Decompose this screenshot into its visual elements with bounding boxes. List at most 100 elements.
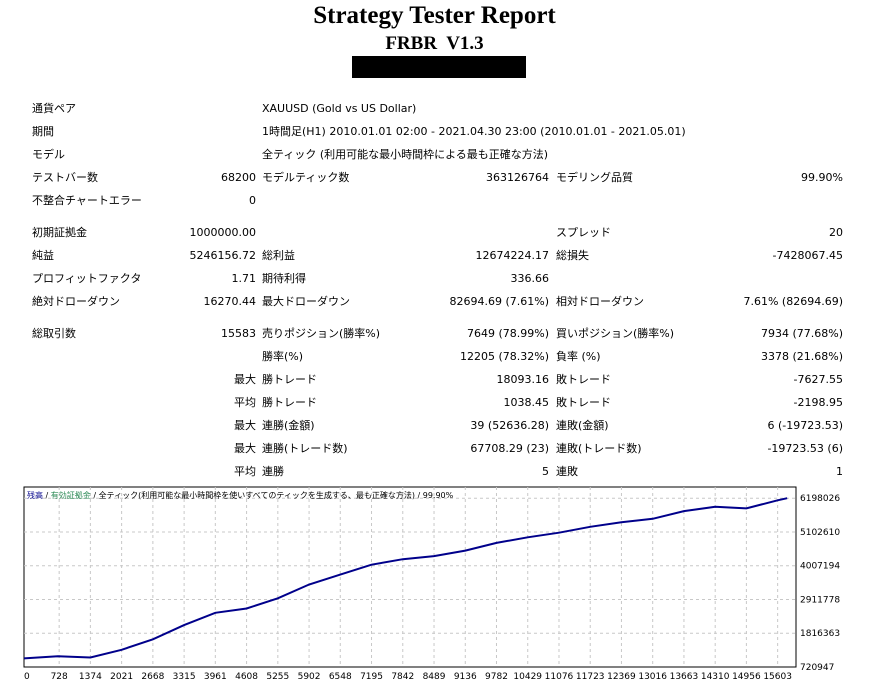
x-tick-label: 2668 <box>141 672 164 682</box>
x-tick-label: 10429 <box>513 672 542 682</box>
legend-equity: 有効証拠金 <box>51 490 91 500</box>
spread-label: スプレッド <box>556 226 611 239</box>
max-consec-loss-label: 連敗(トレード数) <box>556 442 642 455</box>
max-consec-loss-value: -19723.53 (6) <box>767 442 843 455</box>
y-axis-labels: 720947 1816363 2911778 4007194 5102610 619802… <box>800 494 840 673</box>
max-drawdown-value: 82694.69 (7.61%) <box>449 295 549 308</box>
chart-plot-area <box>23 486 797 668</box>
y-tick-label: 6198026 <box>800 494 840 504</box>
x-tick-label: 728 <box>51 672 68 682</box>
report-title: Strategy Tester Report <box>313 2 556 29</box>
x-tick-label: 15603 <box>763 672 792 682</box>
ticks-value: 363126764 <box>486 171 549 184</box>
errors-label: 不整合チャートエラー <box>32 194 142 207</box>
x-axis-labels: 0 728 1374 2021 2668 3315 3961 4608 5255 5902 6548… <box>24 672 792 682</box>
max-consecutive-label: 最大 <box>234 419 256 432</box>
largest-loss-label: 敗トレード <box>556 373 611 386</box>
x-tick-label: 9136 <box>454 672 477 682</box>
total-trades-value: 15583 <box>221 327 256 340</box>
period-label: 期間 <box>32 125 54 138</box>
max-consec-wins-value: 39 (52636.28) <box>470 419 549 432</box>
largest-win-value: 18093.16 <box>496 373 550 386</box>
gross-loss-label: 総損失 <box>556 249 589 262</box>
avg-win-label: 勝トレード <box>262 396 317 409</box>
report-subtitle: FRBR V1.3 <box>385 33 484 54</box>
avg-loss-label: 敗トレード <box>556 396 611 409</box>
largest-win-label: 勝トレード <box>262 373 317 386</box>
avg-loss-value: -2198.95 <box>793 396 843 409</box>
profit-factor-label: プロフィットファクタ <box>32 272 142 285</box>
short-positions-label: 売りポジション(勝率%) <box>262 327 381 340</box>
max-drawdown-label: 最大ドローダウン <box>262 295 350 308</box>
loss-rate-value: 3378 (21.68%) <box>760 350 843 363</box>
avg-win-value: 1038.45 <box>503 396 550 409</box>
avg-consec-wins-value: 5 <box>542 465 549 478</box>
gross-profit-value: 12674224.17 <box>475 249 549 262</box>
y-tick-label: 4007194 <box>800 562 840 572</box>
max-consec-profit-value: 67708.29 (23) <box>470 442 549 455</box>
gross-loss-value: -7428067.45 <box>772 249 843 262</box>
win-rate-value: 12205 (78.32%) <box>459 350 549 363</box>
model-label: モデル <box>32 148 65 161</box>
avg-consec-losses-label: 連敗 <box>556 465 578 478</box>
y-tick-label: 1816363 <box>800 629 840 639</box>
x-tick-label: 9782 <box>485 672 508 682</box>
x-tick-label: 13663 <box>670 672 699 682</box>
legend-balance: 残高 <box>27 490 43 500</box>
spread-value: 20 <box>829 226 843 239</box>
expected-payoff-value: 336.66 <box>510 272 550 285</box>
max-consec-losses-value: 6 (-19723.53) <box>767 419 843 432</box>
relative-drawdown-value: 7.61% (82694.69) <box>743 295 843 308</box>
x-tick-label: 13016 <box>638 672 667 682</box>
long-positions-label: 買いポジション(勝率%) <box>556 327 675 340</box>
gross-profit-label: 総利益 <box>262 249 295 262</box>
expected-payoff-label: 期待利得 <box>262 272 306 285</box>
deposit-label: 初期証拠金 <box>32 226 87 239</box>
redacted-block <box>352 56 526 78</box>
legend-sep: / <box>43 491 51 500</box>
x-tick-label: 2021 <box>110 672 133 682</box>
x-tick-label: 7195 <box>360 672 383 682</box>
net-profit-label: 純益 <box>32 249 54 262</box>
x-tick-label: 8489 <box>423 672 446 682</box>
profit-factor-value: 1.71 <box>231 272 257 285</box>
deposit-value: 1000000.00 <box>189 226 256 239</box>
win-rate-label: 勝率(%) <box>262 350 304 363</box>
x-tick-label: 3315 <box>173 672 196 682</box>
largest-label: 最大 <box>234 373 256 386</box>
absolute-drawdown-value: 16270.44 <box>203 295 257 308</box>
balance-series-line <box>23 497 788 660</box>
short-positions-value: 7649 (78.99%) <box>466 327 549 340</box>
x-tick-label: 14956 <box>732 672 761 682</box>
model-value: 全ティック (利用可能な最小時間枠による最も正確な方法) <box>262 148 549 161</box>
ticks-label: モデルティック数 <box>262 171 350 184</box>
x-tick-label: 4608 <box>235 672 258 682</box>
x-tick-label: 5255 <box>266 672 289 682</box>
symbol-value: XAUUSD (Gold vs US Dollar) <box>262 102 417 115</box>
avg-consec-wins-label: 連勝 <box>262 465 284 478</box>
max-consec-losses-label: 連敗(金額) <box>556 419 609 432</box>
loss-rate-label: 負率 (%) <box>556 350 601 363</box>
symbol-label: 通貨ペア <box>32 102 76 115</box>
average-label: 平均 <box>234 396 256 409</box>
x-tick-label: 11076 <box>545 672 574 682</box>
y-tick-label: 2911778 <box>800 595 840 605</box>
bars-value: 68200 <box>221 171 256 184</box>
x-tick-label: 3961 <box>204 672 227 682</box>
max-consecutive-2-label: 最大 <box>234 442 256 455</box>
max-consec-profit-label: 連勝(トレード数) <box>262 442 348 455</box>
chart-grid <box>24 487 796 667</box>
x-tick-label: 14310 <box>701 672 730 682</box>
average-consecutive-label: 平均 <box>234 465 256 478</box>
x-tick-label: 7842 <box>391 672 414 682</box>
x-tick-label: 0 <box>24 672 30 682</box>
long-positions-value: 7934 (77.68%) <box>760 327 843 340</box>
bars-label: テストバー数 <box>32 171 98 184</box>
total-trades-label: 総取引数 <box>32 327 76 340</box>
max-consec-wins-label: 連勝(金額) <box>262 419 315 432</box>
balance-chart: 残高 / 有効証拠金 / 全ティック(利用可能な最小時間枠を使いすべてのティック… <box>23 486 840 682</box>
quality-value: 99.90% <box>801 171 843 184</box>
x-tick-label: 5902 <box>298 672 321 682</box>
quality-label: モデリング品質 <box>556 171 633 184</box>
legend-model: / 全ティック(利用可能な最小時間枠を使いすべてのティックを生成する、最も正確な… <box>91 490 454 500</box>
